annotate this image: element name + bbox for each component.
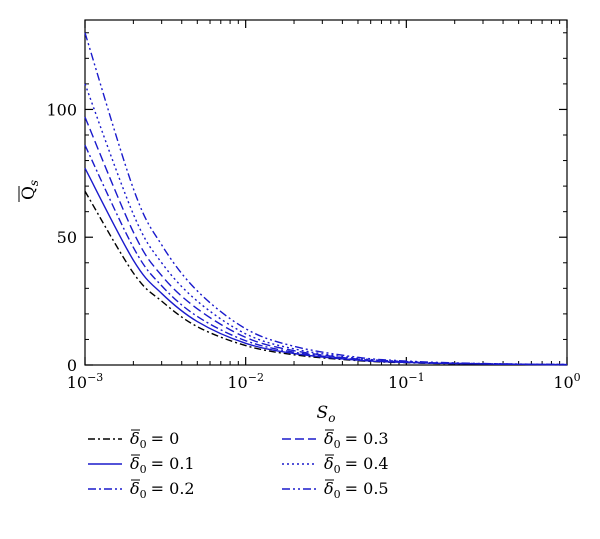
legend-symbol: δ [324,479,334,498]
legend-symbol: δ [130,479,140,498]
series-line-0 [84,190,568,366]
minor-ticks [85,20,567,365]
legend-label: δ0 = 0 [130,429,179,451]
legend-value: = 0.2 [151,479,195,498]
x-tick-label: 100 [553,371,580,392]
y-axis-label-sub: s [27,180,41,186]
x-axis-label: So [317,403,336,425]
x-tick-label: 10−2 [227,371,264,392]
y-axis-ticks: 0 50 100 [46,100,567,375]
x-tick-label: 10−1 [388,371,425,392]
legend-symbol: δ [130,429,140,448]
legend: δ0 = 0δ0 = 0.1δ0 = 0.2δ0 = 0.3δ0 = 0.4δ0 = 0.5 [88,429,389,501]
x-tick-label-base: 10 [67,373,87,392]
x-tick-label-exponent: −1 [408,371,424,384]
legend-value: = 0.4 [345,454,389,473]
x-tick-label-base: 10 [227,373,247,392]
legend-label: δ0 = 0.3 [324,429,389,451]
series-line-1 [84,167,568,366]
legend-subscript: 0 [334,438,341,451]
legend-label: δ0 = 0.5 [324,479,389,501]
y-tick-label: 100 [46,100,77,119]
x-axis-label-sub: o [328,411,335,425]
series-line-5 [84,32,568,366]
legend-value: = 0.3 [345,429,389,448]
y-axis-label-main: Q [19,186,39,200]
svg-text:Qs: Qs [19,180,41,200]
series-line-4 [84,83,568,366]
plot-area [84,19,568,366]
legend-item-1: δ0 = 0.1 [88,454,195,476]
series-line-2 [84,144,568,366]
y-tick-label: 0 [67,356,77,375]
legend-subscript: 0 [140,488,147,501]
legend-item-5: δ0 = 0.5 [282,479,389,501]
legend-subscript: 0 [334,463,341,476]
x-tick-label: 10−3 [67,371,104,392]
legend-value: = 0.5 [345,479,389,498]
legend-value: = 0.1 [151,454,195,473]
x-axis-ticks: 10−3 10−2 10−1 100 [67,20,581,392]
legend-label: δ0 = 0.1 [130,454,195,476]
legend-symbol: δ [324,429,334,448]
legend-item-4: δ0 = 0.4 [282,454,389,476]
x-tick-label-exponent: −3 [87,371,103,384]
y-tick-label: 50 [57,228,77,247]
legend-subscript: 0 [140,463,147,476]
legend-item-2: δ0 = 0.2 [88,479,195,501]
legend-symbol: δ [130,454,140,473]
legend-subscript: 0 [334,488,341,501]
x-tick-label-exponent: 0 [574,371,581,384]
x-tick-label-base: 10 [388,373,408,392]
legend-label: δ0 = 0.2 [130,479,195,501]
series-line-3 [84,116,568,366]
y-axis-label: Qs [18,180,41,202]
legend-value: = 0 [151,429,180,448]
x-tick-label-exponent: −2 [248,371,264,384]
legend-item-0: δ0 = 0 [88,429,179,451]
plot-frame [84,19,568,366]
legend-item-3: δ0 = 0.3 [282,429,389,451]
legend-symbol: δ [324,454,334,473]
x-tick-label-base: 10 [553,373,573,392]
legend-label: δ0 = 0.4 [324,454,389,476]
series-lines [84,32,568,366]
legend-subscript: 0 [140,438,147,451]
x-axis-label-main: S [317,403,329,423]
